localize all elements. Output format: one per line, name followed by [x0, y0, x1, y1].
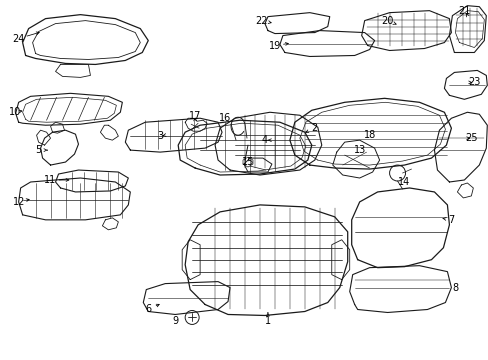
Text: 15: 15	[241, 157, 254, 167]
Text: 11: 11	[44, 175, 57, 185]
Text: 5: 5	[36, 145, 41, 155]
Text: 12: 12	[12, 197, 25, 207]
Text: 24: 24	[12, 33, 25, 44]
Text: 14: 14	[398, 177, 410, 187]
Text: 22: 22	[255, 15, 267, 26]
Text: 18: 18	[363, 130, 375, 140]
Text: 25: 25	[464, 133, 477, 143]
Text: 4: 4	[262, 135, 267, 145]
Text: 19: 19	[268, 41, 281, 50]
Text: 3: 3	[157, 131, 163, 141]
Text: 16: 16	[219, 113, 231, 123]
Text: 23: 23	[467, 77, 480, 87]
Text: 2: 2	[311, 123, 317, 133]
Text: 8: 8	[451, 283, 458, 293]
Text: 6: 6	[145, 305, 151, 315]
Text: 1: 1	[264, 316, 270, 327]
Text: 21: 21	[457, 6, 469, 15]
Text: 20: 20	[381, 15, 393, 26]
Text: 9: 9	[172, 316, 178, 327]
Text: 10: 10	[8, 107, 20, 117]
Text: 17: 17	[188, 111, 201, 121]
Text: 13: 13	[353, 145, 365, 155]
Text: 7: 7	[447, 215, 454, 225]
